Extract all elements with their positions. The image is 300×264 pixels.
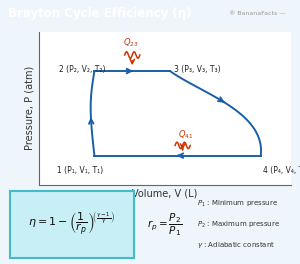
Text: $P_1$ : Minimum pressure: $P_1$ : Minimum pressure (197, 199, 278, 209)
Text: 3 (P₃, V₃, T₃): 3 (P₃, V₃, T₃) (174, 65, 220, 74)
FancyBboxPatch shape (10, 191, 134, 258)
Text: $r_p = \dfrac{P_2}{P_1}$: $r_p = \dfrac{P_2}{P_1}$ (148, 211, 182, 238)
Text: $\gamma$ : Adiabatic constant: $\gamma$ : Adiabatic constant (197, 240, 275, 250)
Text: Brayton Cycle Efficiency (η): Brayton Cycle Efficiency (η) (8, 7, 192, 20)
Text: $\eta = 1 - \left(\dfrac{1}{r_p}\right)^{\!\left(\frac{\gamma-1}{\gamma}\right)}: $\eta = 1 - \left(\dfrac{1}{r_p}\right)^… (28, 211, 116, 238)
Text: 2 (P₂, V₂, T₂): 2 (P₂, V₂, T₂) (59, 65, 106, 74)
Text: $P_2$ : Maximum pressure: $P_2$ : Maximum pressure (197, 219, 280, 229)
Text: $Q_{41}$: $Q_{41}$ (178, 129, 193, 141)
X-axis label: Volume, V (L): Volume, V (L) (132, 189, 198, 199)
Y-axis label: Pressure, P (atm): Pressure, P (atm) (25, 66, 35, 150)
Text: $Q_{23}$: $Q_{23}$ (123, 37, 139, 49)
Text: ® BananaFacts —: ® BananaFacts — (229, 11, 285, 16)
Text: 4 (P₄, V₄, T₄): 4 (P₄, V₄, T₄) (263, 166, 300, 175)
Text: 1 (P₁, V₁, T₁): 1 (P₁, V₁, T₁) (57, 166, 103, 175)
